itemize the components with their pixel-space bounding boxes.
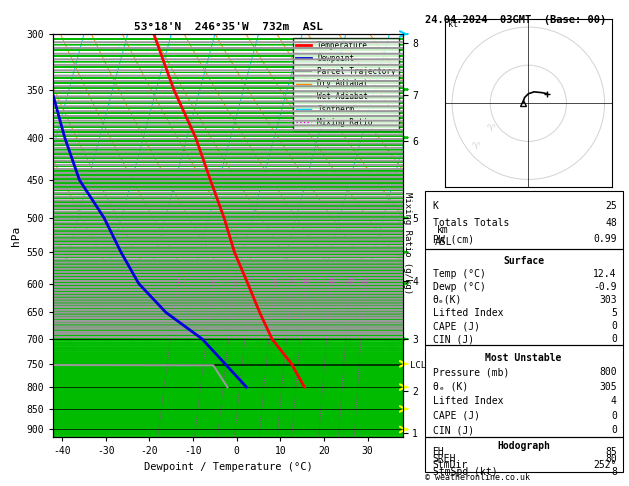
Text: 252°: 252°	[593, 460, 617, 470]
Text: 25: 25	[605, 201, 617, 211]
Text: Surface: Surface	[503, 256, 544, 266]
Text: © weatheronline.co.uk: © weatheronline.co.uk	[425, 473, 530, 482]
Text: CIN (J): CIN (J)	[433, 425, 474, 435]
Text: Temp (°C): Temp (°C)	[433, 269, 486, 279]
Legend: Temperature, Dewpoint, Parcel Trajectory, Dry Adiabat, Wet Adiabat, Isotherm, Mi: Temperature, Dewpoint, Parcel Trajectory…	[292, 38, 399, 130]
Text: ♈: ♈	[472, 142, 480, 153]
Text: 5: 5	[611, 308, 617, 318]
Text: 305: 305	[599, 382, 617, 392]
Y-axis label: km
ASL: km ASL	[435, 225, 452, 246]
Text: 0: 0	[611, 425, 617, 435]
Text: 20: 20	[346, 278, 354, 283]
Text: 6: 6	[272, 278, 277, 283]
Text: θₑ(K): θₑ(K)	[433, 295, 462, 305]
Text: StmSpd (kt): StmSpd (kt)	[433, 467, 497, 477]
Text: CIN (J): CIN (J)	[433, 334, 474, 344]
Text: EH: EH	[433, 448, 444, 457]
Text: 1: 1	[175, 278, 180, 283]
Text: 3: 3	[233, 278, 237, 283]
Text: -0.9: -0.9	[593, 282, 617, 292]
Text: 24.04.2024  03GMT  (Base: 00): 24.04.2024 03GMT (Base: 00)	[425, 15, 606, 25]
Text: ♈: ♈	[486, 124, 495, 135]
Text: 15: 15	[327, 278, 335, 283]
Text: 8: 8	[289, 278, 294, 283]
Text: 85: 85	[605, 448, 617, 457]
Text: θₑ (K): θₑ (K)	[433, 382, 468, 392]
Text: 4: 4	[249, 278, 253, 283]
Text: Lifted Index: Lifted Index	[433, 396, 503, 406]
Text: 800: 800	[599, 367, 617, 378]
Text: kt: kt	[448, 20, 459, 29]
Title: 53°18'N  246°35'W  732m  ASL: 53°18'N 246°35'W 732m ASL	[133, 22, 323, 32]
Text: Most Unstable: Most Unstable	[486, 353, 562, 363]
Text: 25: 25	[361, 278, 369, 283]
Text: 0: 0	[611, 411, 617, 421]
Text: 0: 0	[611, 321, 617, 331]
Text: PW (cm): PW (cm)	[433, 235, 474, 244]
Text: 2: 2	[211, 278, 215, 283]
Text: 0: 0	[611, 334, 617, 344]
Text: Pressure (mb): Pressure (mb)	[433, 367, 509, 378]
Text: K: K	[433, 201, 438, 211]
Text: Totals Totals: Totals Totals	[433, 218, 509, 227]
Text: Hodograph: Hodograph	[497, 441, 550, 451]
Text: 12.4: 12.4	[593, 269, 617, 279]
Text: 80: 80	[605, 454, 617, 464]
X-axis label: Dewpoint / Temperature (°C): Dewpoint / Temperature (°C)	[143, 462, 313, 472]
Text: StmDir: StmDir	[433, 460, 468, 470]
Text: LCL: LCL	[409, 361, 426, 370]
Text: 8: 8	[611, 467, 617, 477]
Text: Lifted Index: Lifted Index	[433, 308, 503, 318]
Text: 0.99: 0.99	[593, 235, 617, 244]
Text: Dewp (°C): Dewp (°C)	[433, 282, 486, 292]
Text: 48: 48	[605, 218, 617, 227]
Y-axis label: hPa: hPa	[11, 226, 21, 246]
Text: CAPE (J): CAPE (J)	[433, 321, 479, 331]
Text: Mixing Ratio (g/kg): Mixing Ratio (g/kg)	[403, 192, 412, 294]
Text: CAPE (J): CAPE (J)	[433, 411, 479, 421]
Text: 303: 303	[599, 295, 617, 305]
Text: SREH: SREH	[433, 454, 456, 464]
Text: 4: 4	[611, 396, 617, 406]
Text: 10: 10	[301, 278, 309, 283]
